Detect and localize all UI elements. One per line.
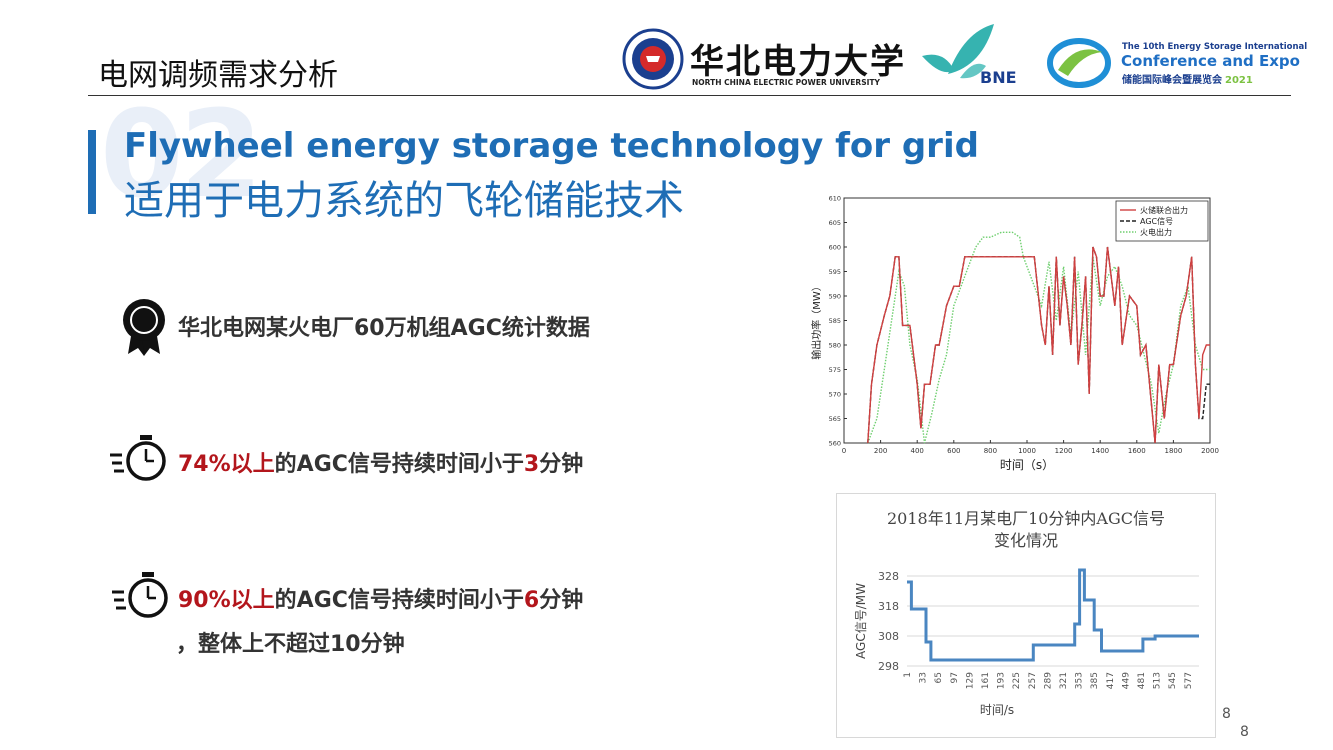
stopwatch-icon (108, 433, 168, 483)
x-tick-label: 2000 (1201, 447, 1219, 455)
x-tick-label: 577 (1184, 672, 1194, 689)
page-number: 8 (1240, 724, 1249, 740)
x-tick-label: 65 (934, 672, 944, 683)
series-line (867, 246, 1210, 444)
y-tick-label: 610 (829, 195, 841, 203)
bullet-2-unit: 分钟 (539, 452, 584, 477)
x-tick-label: 289 (1043, 672, 1053, 689)
conference-year: 2021 (1225, 75, 1253, 86)
x-tick-label: 257 (1028, 672, 1038, 689)
x-tick-label: 161 (981, 672, 991, 689)
conference-swirl-icon (1047, 38, 1111, 88)
x-tick-label: 385 (1090, 672, 1100, 689)
power-output-chart: 0 200 400 600 800 1000 1200 1400 1600 1800 2000 560… (800, 188, 1226, 476)
conference-line-3: 储能国际峰会暨展览会 2021 (1122, 71, 1253, 86)
y-tick-label: 298 (878, 660, 899, 673)
x-tick-label: 513 (1153, 672, 1163, 689)
bullet-2-text: 74%以上的AGC信号持续时间小于3分钟 (178, 446, 583, 478)
x-tick-label: 400 (911, 447, 924, 455)
section-number: 02 (100, 86, 263, 225)
bullet-2-body: 的AGC信号持续时间小于 (274, 452, 524, 477)
y-tick-label: 590 (829, 293, 841, 301)
y-tick-label: 605 (829, 219, 841, 227)
bullet-3-number: 6 (523, 588, 540, 613)
x-tick-label: 1800 (1164, 447, 1182, 455)
bne-logo: BNE (918, 22, 1028, 92)
x-tick-label: 193 (997, 672, 1007, 689)
x-tick-label: 1 (903, 672, 913, 678)
x-tick-label: 353 (1075, 672, 1085, 689)
bne-leaf-icon (922, 24, 994, 79)
y-tick-label: 595 (829, 268, 841, 276)
x-tick-label: 33 (919, 672, 929, 683)
x-axis-label: 时间/s (980, 703, 1014, 717)
y-tick-label: 308 (878, 630, 899, 643)
x-tick-label: 545 (1168, 672, 1178, 689)
bullet-3-body: 的AGC信号持续时间小于 (274, 588, 524, 613)
x-tick-label: 129 (965, 672, 975, 689)
y-tick-label: 580 (829, 342, 841, 350)
x-axis-label: 时间（s） (1000, 458, 1054, 472)
y-tick-label: 570 (829, 391, 841, 399)
x-tick-label: 225 (1012, 672, 1022, 689)
university-logo (622, 28, 684, 90)
conference-line-2: Conference and Expo (1121, 52, 1300, 70)
x-tick-label: 321 (1059, 672, 1069, 689)
conference-line-1: The 10th Energy Storage International (1122, 42, 1308, 52)
x-tick-label: 600 (947, 447, 960, 455)
bullet-3-unit: 分钟 (539, 588, 584, 613)
bullet-3-continuation: ，整体上不超过10分钟 (176, 632, 405, 657)
legend-label: AGC信号 (1140, 216, 1173, 226)
series-line (907, 568, 1199, 662)
conference-name-zh: 储能国际峰会暨展览会 (1122, 75, 1222, 86)
bne-logo-text: BNE (980, 68, 1017, 87)
x-tick-label: 1400 (1091, 447, 1109, 455)
stopwatch-icon (110, 570, 170, 620)
y-tick-label: 585 (829, 317, 841, 325)
y-tick-label: 560 (829, 440, 841, 448)
x-tick-label: 1200 (1055, 447, 1073, 455)
bullet-2-highlight: 74%以上 (178, 452, 275, 477)
conference-logo (1046, 36, 1112, 90)
x-tick-label: 417 (1106, 672, 1116, 689)
university-name-en: NORTH CHINA ELECTRIC POWER UNIVERSITY (692, 78, 880, 87)
section-title: 电网调频需求分析 (98, 58, 338, 93)
y-tick-label: 565 (829, 415, 841, 423)
x-tick-label: 200 (874, 447, 887, 455)
power-output-chart-svg: 0 200 400 600 800 1000 1200 1400 1600 1800 2000 560… (810, 195, 1219, 473)
award-badge-icon (120, 298, 168, 356)
agc-signal-chart-svg: 298 308 318 328 1 33 65 97 129 161 193 225 257 289 321… (854, 568, 1199, 717)
x-tick-label: 449 (1121, 672, 1131, 689)
y-tick-label: 575 (829, 366, 841, 374)
bullet-1-text: 华北电网某火电厂60万机组AGC统计数据 (178, 316, 590, 341)
x-tick-label: 481 (1137, 672, 1147, 689)
bullet-3-highlight: 90%以上 (178, 588, 275, 613)
bullet-3-text: 90%以上的AGC信号持续时间小于6分钟 (178, 582, 583, 614)
x-tick-label: 1600 (1128, 447, 1146, 455)
y-tick-label: 318 (878, 600, 899, 613)
university-seal-icon (622, 28, 684, 90)
x-tick-label: 97 (950, 672, 960, 683)
title-accent-bar (88, 130, 96, 214)
legend-label: 火电出力 (1140, 227, 1172, 237)
y-tick-label: 328 (878, 570, 899, 583)
y-axis-label: 输出功率（MW） (810, 281, 823, 360)
agc-signal-chart: 2018年11月某电厂10分钟内AGC信号变化情况 298 308 318 328 1 3… (836, 493, 1216, 738)
bullet-2-number: 3 (523, 452, 540, 477)
legend-box (1115, 200, 1209, 242)
y-axis-label: AGC信号/MW (854, 583, 868, 659)
agc-chart-title: 2018年11月某电厂10分钟内AGC信号变化情况 (886, 509, 1166, 550)
page-number: 8 (1222, 706, 1231, 722)
x-tick-label: 800 (984, 447, 997, 455)
header-divider (88, 95, 1291, 96)
legend-label: 火储联合出力 (1140, 205, 1188, 215)
title-english: Flywheel energy storage technology for g… (124, 126, 979, 166)
x-tick-label: 0 (842, 447, 846, 455)
y-tick-label: 600 (829, 244, 841, 252)
title-chinese: 适用于电力系统的飞轮储能技术 (124, 178, 684, 224)
x-tick-label: 1000 (1018, 447, 1036, 455)
university-name-zh: 华北电力大学 (690, 42, 906, 82)
